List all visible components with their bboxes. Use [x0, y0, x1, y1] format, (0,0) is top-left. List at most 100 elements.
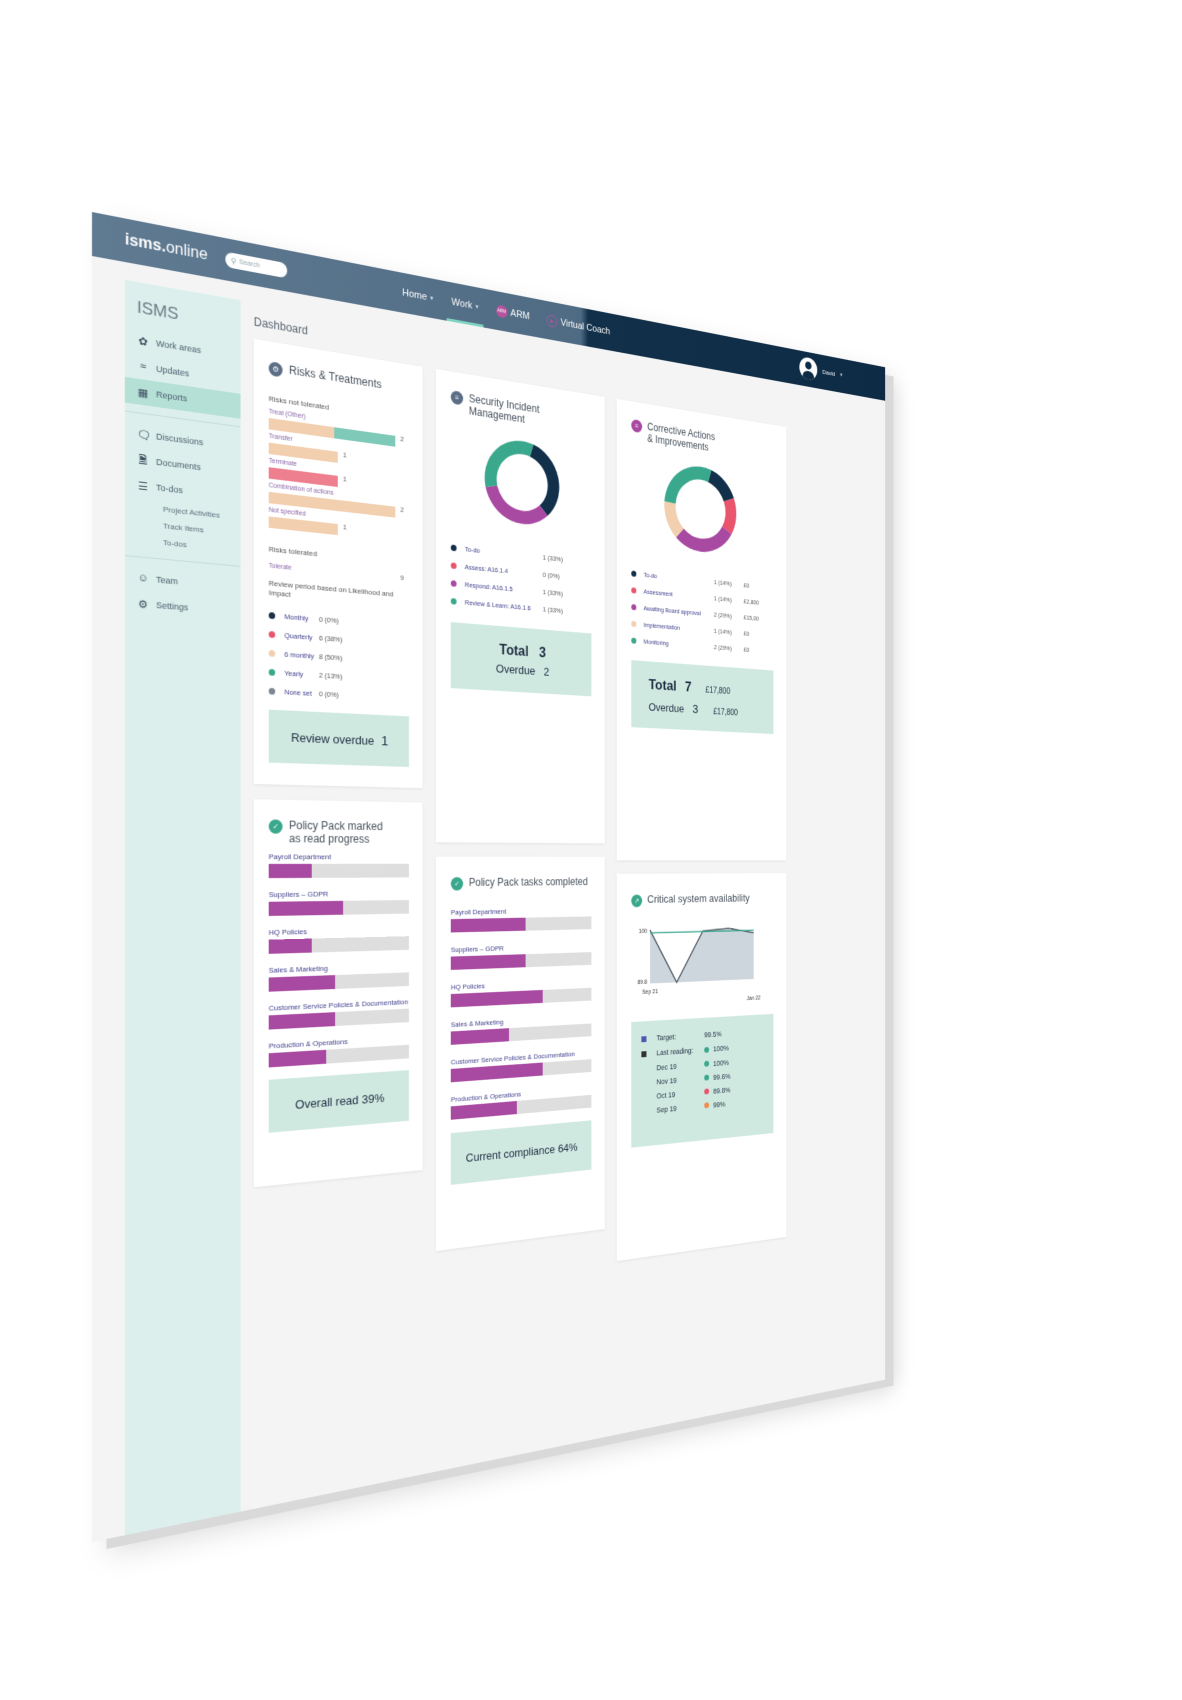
status-dot: [704, 1075, 709, 1081]
legend-dot: [269, 687, 275, 694]
incident-card[interactable]: ≡ Security Incident Management To-do 1 (33%…: [436, 369, 605, 843]
gear-icon: ⚙: [137, 597, 149, 611]
tolerate-row: Tolerate 9: [269, 563, 409, 583]
progress-row: Suppliers – GDPR: [269, 889, 409, 916]
progress-row: HQ Policies: [451, 978, 592, 1008]
actions-icon: ≡: [631, 419, 642, 433]
area-fill: [650, 928, 754, 984]
policy-tasks-card[interactable]: ✓ Policy Pack tasks completed Payroll Dep…: [436, 857, 605, 1251]
nav-work[interactable]: Work ▾: [452, 282, 479, 326]
y-tick-label: 100: [639, 929, 648, 935]
status-dot: [704, 1102, 709, 1108]
legend-dot: [451, 580, 457, 587]
risk-bar-value: 1: [343, 453, 346, 460]
progress-row: Payroll Department: [451, 906, 592, 932]
nav-home[interactable]: Home ▾: [402, 273, 433, 319]
grid-dots-icon: ✿: [137, 334, 149, 349]
trend-icon: ↗: [631, 895, 642, 908]
chevron-down-icon: ▾: [430, 294, 433, 302]
donut-slice: [670, 502, 680, 533]
overall-read-summary[interactable]: Overall read 39%: [269, 1070, 409, 1133]
nav-virtual-coach[interactable]: ▶ Virtual Coach: [547, 301, 610, 351]
nav-arm[interactable]: ARM ARM: [496, 291, 530, 336]
progress-fill: [269, 901, 344, 916]
progress-fill: [451, 990, 543, 1007]
risks-card-header: ⚙ Risks & Treatments: [269, 360, 409, 397]
page-title: Dashboard: [254, 315, 308, 337]
risks-card[interactable]: ⚙ Risks & Treatments Risks not tolerated …: [254, 339, 423, 788]
review-overdue-summary[interactable]: Review overdue 1: [269, 710, 409, 767]
donut-slice: [710, 476, 729, 500]
donut-slice: [680, 525, 727, 549]
risk-bar-value: 1: [343, 525, 346, 532]
team-icon: ☺: [137, 572, 149, 585]
review-period-label: Review period based on Likelihood and Im…: [269, 579, 409, 610]
x-tick-label: Sep 21: [642, 989, 658, 996]
status-dot: [704, 1046, 709, 1052]
progress-row: Suppliers – GDPR: [451, 942, 592, 970]
incident-icon: ≡: [451, 390, 463, 405]
chevron-down-icon: ▾: [476, 303, 479, 311]
availability-summary[interactable]: Target: 99.5% Last reading: 100% Dec 19 100…: [631, 1014, 773, 1148]
donut-slice: [727, 500, 731, 531]
chat-icon: 🗨: [137, 427, 149, 441]
review-period-list: Monthly 0 (0%) Quarterly 6 (38%) 6 monthly…: [269, 605, 409, 707]
corrective-summary[interactable]: Total 7 £17,800 Overdue 3 £17,800: [631, 660, 773, 734]
x-tick-label: Jan 22: [747, 995, 761, 1001]
report-icon: ▦: [137, 385, 149, 400]
arm-icon: ARM: [496, 304, 507, 318]
progress-fill: [451, 1101, 517, 1120]
tolerate-label: Tolerate: [269, 563, 292, 572]
policy-tasks-card-header: ✓ Policy Pack tasks completed: [451, 876, 592, 891]
sidebar: ISMS ✿ Work areas ≈ Updates ▦ Reports 🗨 Disc…: [125, 280, 241, 1537]
availability-chart: 100 89.8 Sep 21 Jan 22: [631, 919, 773, 1014]
progress-fill: [269, 1012, 335, 1029]
progress-fill: [269, 939, 312, 954]
progress-fill: [269, 975, 335, 992]
avatar: [799, 356, 817, 381]
incident-total: Total 3: [499, 642, 546, 661]
policy-icon: ✓: [269, 819, 283, 833]
progress-track: [451, 988, 592, 1008]
document-icon: 🗎: [137, 450, 149, 470]
availability-card-header: ↗ Critical system availability: [631, 892, 773, 907]
legend-dot: [269, 649, 275, 656]
progress-row: Payroll Department: [269, 853, 409, 879]
incident-summary[interactable]: Total 3 Overdue 2: [451, 622, 592, 696]
legend-dot: [451, 562, 457, 569]
legend-dot: [451, 598, 457, 605]
progress-row: Sales & Marketing: [451, 1013, 592, 1045]
tolerate-value: 9: [401, 575, 404, 582]
search-input[interactable]: ⚲ Search: [225, 251, 287, 278]
progress-row: Sales & Marketing: [269, 962, 409, 992]
legend-dot: [269, 631, 275, 638]
risks-bar-list: Treat (Other) 2 Transfer 1 Terminate 1 C…: [269, 408, 409, 546]
donut-slice: [670, 469, 710, 508]
incident-overdue: Overdue 2: [496, 661, 549, 678]
legend-dot: [269, 668, 275, 675]
donut-slice: [491, 486, 543, 520]
current-compliance-summary[interactable]: Current compliance 64%: [451, 1120, 592, 1185]
progress-track: [451, 952, 592, 970]
status-dot: [704, 1061, 709, 1067]
incident-legend: To-do 1 (33%) Assess: A16.1.4 0 (0%) Respo…: [451, 538, 592, 621]
list-icon: ☰: [137, 479, 149, 493]
legend-dot: [631, 570, 636, 576]
progress-row: HQ Policies: [269, 925, 409, 954]
progress-track: [269, 936, 409, 954]
app-logo[interactable]: isms.online: [125, 231, 208, 264]
incident-donut: [451, 421, 592, 542]
progress-track: [269, 864, 409, 878]
corrective-card[interactable]: ≡ Corrective Actions & Improvements To-do 1…: [617, 399, 787, 861]
progress-fill: [451, 1028, 509, 1045]
progress-track: [269, 900, 409, 916]
donut-slice: [491, 443, 532, 491]
reading-legend-swatch: [641, 1051, 646, 1057]
policy-read-list: Payroll Department Suppliers – GDPR HQ P…: [269, 853, 409, 1068]
user-menu[interactable]: David ▾: [799, 356, 842, 386]
availability-card[interactable]: ↗ Critical system availability 100 89.8 Sep…: [617, 873, 787, 1261]
legend-dot: [631, 587, 636, 593]
risks-tolerated-label: Risks tolerated: [269, 545, 409, 567]
policy-read-card[interactable]: ✓ Policy Pack marked as read progress Payr…: [254, 799, 423, 1187]
legend-dot: [631, 637, 636, 643]
